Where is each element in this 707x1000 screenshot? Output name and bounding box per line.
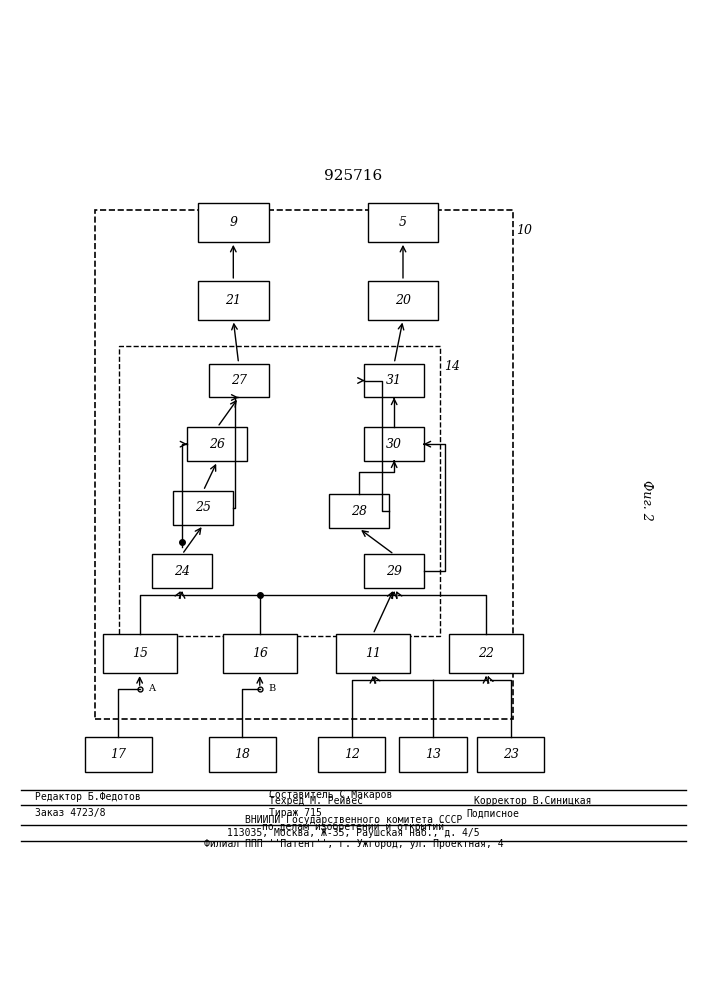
Text: 27: 27	[230, 374, 247, 387]
FancyBboxPatch shape	[364, 427, 424, 461]
Text: Тираж 715: Тираж 715	[269, 808, 322, 818]
Text: Филиал ППП ''Патент'', г. Ужгород, ул. Проектная, 4: Филиал ППП ''Патент'', г. Ужгород, ул. П…	[204, 839, 503, 849]
Text: 16: 16	[252, 647, 268, 660]
FancyBboxPatch shape	[223, 634, 297, 673]
Text: Корректор В.Синицкая: Корректор В.Синицкая	[474, 796, 591, 806]
Text: 23: 23	[503, 748, 519, 761]
FancyBboxPatch shape	[368, 203, 438, 242]
Text: A: A	[148, 684, 155, 693]
FancyBboxPatch shape	[198, 281, 269, 320]
Text: 14: 14	[444, 360, 460, 373]
Text: 5: 5	[399, 216, 407, 229]
Text: 925716: 925716	[325, 169, 382, 183]
Text: 22: 22	[478, 647, 494, 660]
Text: ВНИИПИ Государственного комитета СССР: ВНИИПИ Государственного комитета СССР	[245, 815, 462, 825]
FancyBboxPatch shape	[477, 737, 544, 772]
FancyBboxPatch shape	[209, 364, 269, 397]
Text: Составитель С.Макаров: Составитель С.Макаров	[269, 790, 392, 800]
FancyBboxPatch shape	[85, 737, 152, 772]
Text: по делам изобретений и открытий: по делам изобретений и открытий	[262, 821, 445, 832]
Text: Фиг. 2: Фиг. 2	[641, 480, 653, 520]
FancyBboxPatch shape	[152, 554, 212, 588]
FancyBboxPatch shape	[198, 203, 269, 242]
Text: 25: 25	[195, 501, 211, 514]
Text: 20: 20	[395, 294, 411, 307]
Text: 28: 28	[351, 505, 367, 518]
FancyBboxPatch shape	[368, 281, 438, 320]
Text: 15: 15	[132, 647, 148, 660]
Text: Подписное: Подписное	[467, 808, 520, 818]
FancyBboxPatch shape	[173, 491, 233, 525]
Text: Заказ 4723/8: Заказ 4723/8	[35, 808, 106, 818]
FancyBboxPatch shape	[364, 364, 424, 397]
FancyBboxPatch shape	[103, 634, 177, 673]
Text: 10: 10	[516, 224, 532, 237]
Text: B: B	[268, 684, 276, 693]
Text: 30: 30	[386, 438, 402, 451]
Text: Техред М. Рейвес: Техред М. Рейвес	[269, 796, 363, 806]
FancyBboxPatch shape	[364, 554, 424, 588]
FancyBboxPatch shape	[399, 737, 467, 772]
FancyBboxPatch shape	[187, 427, 247, 461]
Text: 31: 31	[386, 374, 402, 387]
Text: 29: 29	[386, 565, 402, 578]
Text: 21: 21	[226, 294, 241, 307]
Text: 113035, Москва, Ж-35, Раушская наб., д. 4/5: 113035, Москва, Ж-35, Раушская наб., д. …	[227, 828, 480, 838]
Text: 24: 24	[174, 565, 190, 578]
Text: Редактор Б.Федотов: Редактор Б.Федотов	[35, 792, 141, 802]
FancyBboxPatch shape	[449, 634, 523, 673]
FancyBboxPatch shape	[318, 737, 385, 772]
Text: 13: 13	[425, 748, 441, 761]
Text: 9: 9	[229, 216, 238, 229]
FancyBboxPatch shape	[329, 494, 389, 528]
Text: 26: 26	[209, 438, 226, 451]
Text: 11: 11	[365, 647, 381, 660]
Text: 18: 18	[234, 748, 250, 761]
FancyBboxPatch shape	[336, 634, 410, 673]
Text: 12: 12	[344, 748, 360, 761]
Text: 17: 17	[110, 748, 127, 761]
FancyBboxPatch shape	[209, 737, 276, 772]
